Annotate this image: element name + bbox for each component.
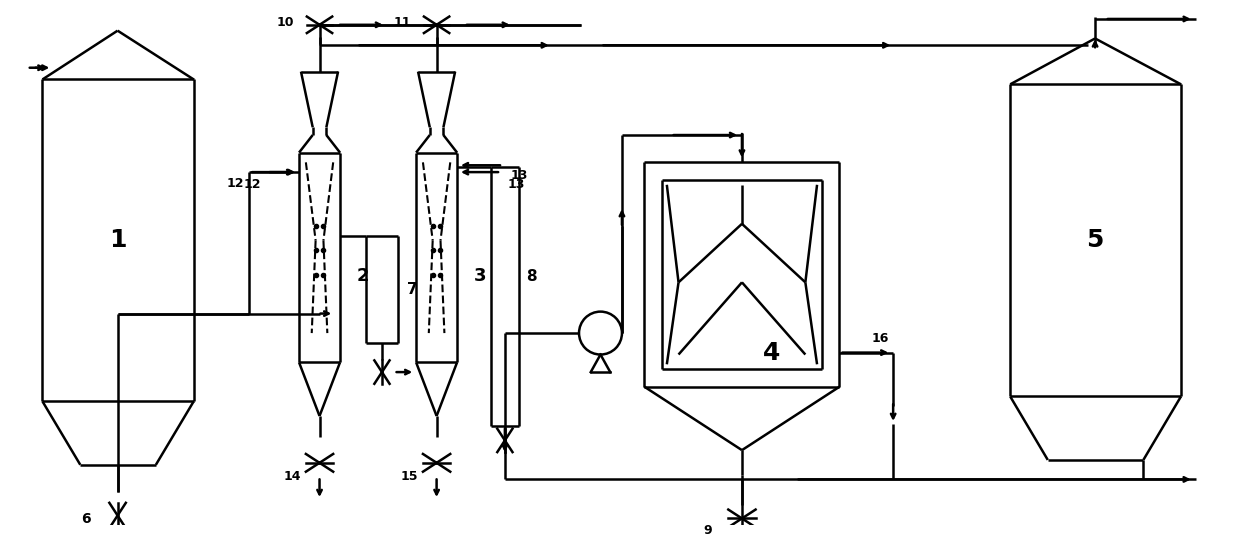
Text: 6: 6 — [82, 512, 92, 526]
Text: 15: 15 — [401, 470, 418, 483]
Text: 1: 1 — [109, 228, 126, 252]
Text: 12: 12 — [227, 177, 244, 190]
Text: 16: 16 — [872, 332, 889, 345]
Text: 7: 7 — [407, 282, 418, 296]
Text: 13: 13 — [508, 178, 526, 191]
Text: 2: 2 — [357, 267, 370, 286]
Text: 8: 8 — [526, 269, 537, 284]
Text: 12: 12 — [243, 178, 260, 191]
Text: 3: 3 — [474, 267, 486, 286]
Text: 9: 9 — [703, 524, 712, 536]
Text: 5: 5 — [1086, 228, 1104, 252]
Text: 14: 14 — [284, 470, 301, 483]
Text: 11: 11 — [394, 16, 412, 30]
Text: 10: 10 — [277, 16, 294, 30]
Text: 13: 13 — [511, 169, 528, 182]
Text: 4: 4 — [763, 340, 780, 365]
